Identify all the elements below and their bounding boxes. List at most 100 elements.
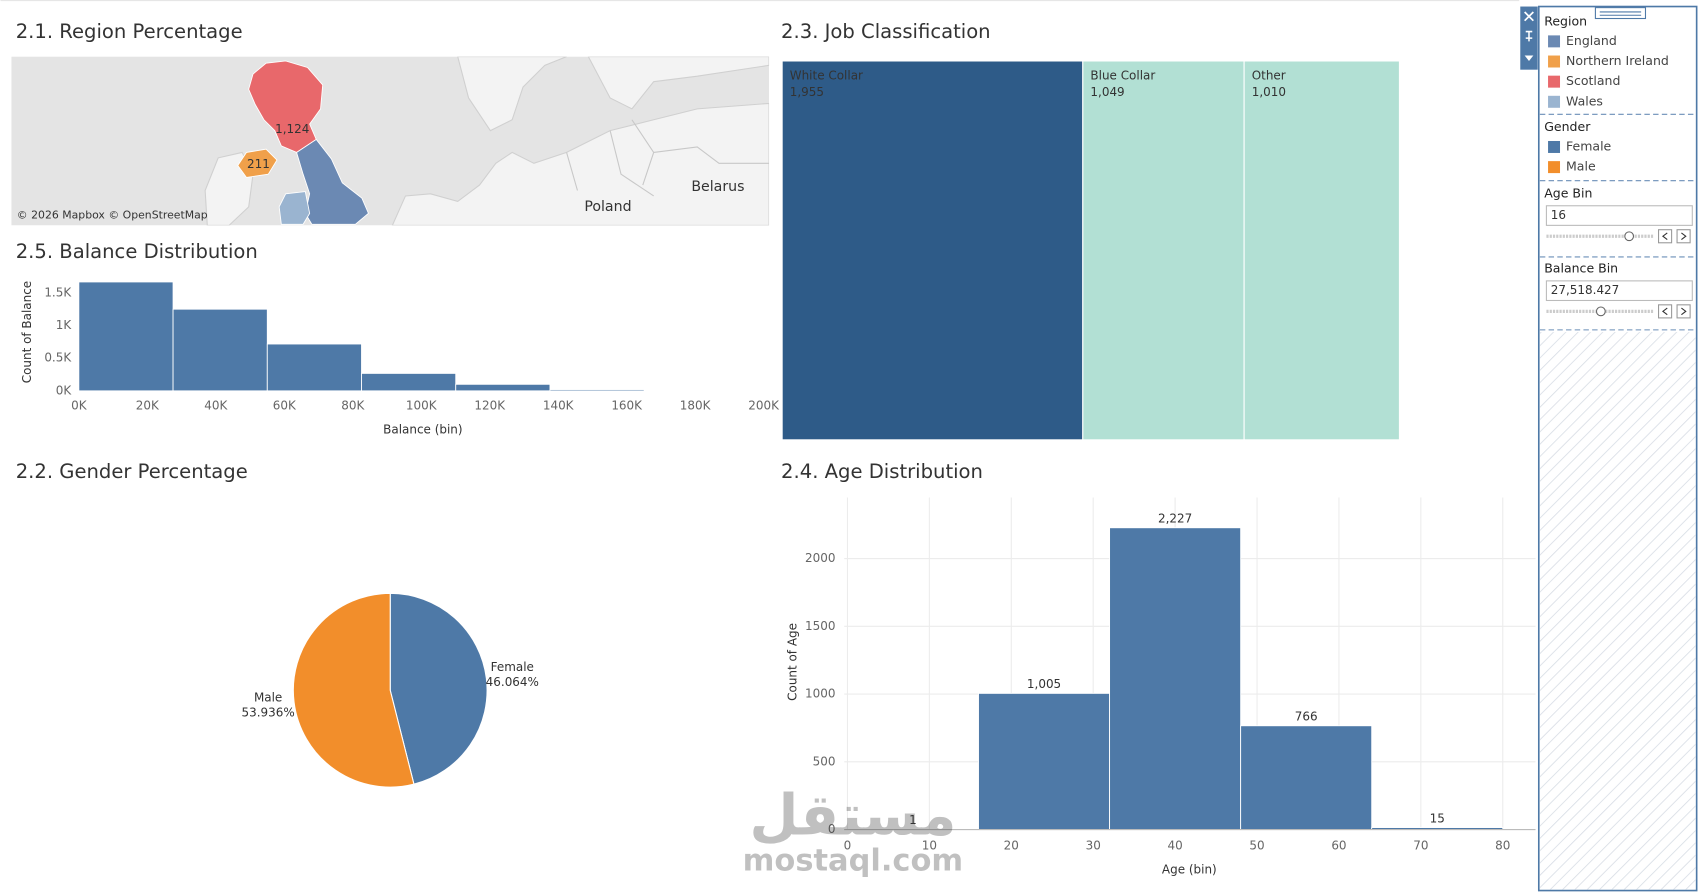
data-label: 211 <box>247 157 270 171</box>
legend-label: Wales <box>1566 93 1603 108</box>
slider-next[interactable] <box>1676 229 1691 244</box>
tile-value: 1,955 <box>790 85 824 99</box>
chart-title: 2.5. Balance Distribution <box>16 240 258 263</box>
tile-label: White Collar <box>790 69 863 83</box>
data-label: 15 <box>1430 811 1445 825</box>
tile-label: Other <box>1252 69 1286 83</box>
legend-label: Female <box>1566 138 1612 153</box>
legend-swatch <box>1546 94 1562 109</box>
balance-bin-input[interactable] <box>1545 280 1693 302</box>
legend-label: Northern Ireland <box>1566 53 1669 68</box>
age-bin-value[interactable]: 16 <box>1551 208 1566 222</box>
slider-thumb[interactable] <box>1595 306 1606 317</box>
x-tick-label: 40 <box>1167 838 1182 852</box>
map-land <box>391 102 770 226</box>
bar <box>78 281 174 392</box>
filter-title: Age Bin <box>1544 185 1592 200</box>
y-tick-label: 0K <box>56 383 73 397</box>
place-label: Poland <box>584 199 631 215</box>
balance-slider[interactable] <box>1546 304 1691 319</box>
legend-swatch <box>1546 139 1562 155</box>
panel-grip[interactable] <box>1594 7 1647 20</box>
tile-value: 1,010 <box>1252 85 1286 99</box>
region <box>278 191 311 225</box>
y-tick-label: 1.5K <box>44 285 72 299</box>
slider-prev[interactable] <box>1658 304 1673 319</box>
bar <box>1240 725 1373 831</box>
close-icon[interactable] <box>1524 11 1534 22</box>
pie-slice <box>389 592 488 785</box>
arrow <box>1681 307 1687 316</box>
x-tick-label: 50 <box>1249 838 1264 852</box>
x-tick-label: 100K <box>406 399 438 413</box>
x-tick-label: 0K <box>71 399 88 413</box>
x-tick-label: 140K <box>543 399 575 413</box>
chart-title: 2.3. Job Classification <box>781 20 991 43</box>
legend-title: Gender <box>1544 119 1591 134</box>
axis-title: Count of Balance <box>20 281 34 383</box>
bar <box>549 389 645 392</box>
x-tick-label: 20 <box>1004 838 1019 852</box>
x-tick-label: 180K <box>680 399 712 413</box>
legend-label: Scotland <box>1566 73 1620 88</box>
filter-title: Balance Bin <box>1544 260 1618 275</box>
data-label: 1,005 <box>1027 677 1061 691</box>
x-tick-label: 10 <box>922 838 937 852</box>
x-tick-label: 160K <box>611 399 643 413</box>
age-slider[interactable] <box>1546 229 1691 244</box>
slider-next[interactable] <box>1676 304 1691 319</box>
region <box>296 138 369 225</box>
pin-icon[interactable] <box>1525 30 1533 42</box>
x-tick-label: 80K <box>341 399 365 413</box>
tile <box>1243 60 1400 441</box>
y-tick-label: 0.5K <box>44 351 72 365</box>
tile-value: 1,049 <box>1090 85 1124 99</box>
chart-title: 2.4. Age Distribution <box>781 460 983 483</box>
x-tick-label: 200K <box>748 399 780 413</box>
legend-label: England <box>1566 33 1617 48</box>
axis-title: Age (bin) <box>1162 862 1217 876</box>
legend-label: Male <box>1566 159 1596 174</box>
pie-value: 46.064% <box>486 675 539 689</box>
legend-swatch <box>1546 54 1562 69</box>
map-borders <box>566 119 770 197</box>
balance-bin-value[interactable]: 27,518.427 <box>1551 283 1620 297</box>
arrow <box>1661 307 1668 316</box>
pie-value: 53.936% <box>241 706 294 720</box>
bar <box>978 692 1111 831</box>
legend-title: Region <box>1544 13 1587 28</box>
bar <box>266 343 362 392</box>
panel-grip-lines <box>1599 11 1642 16</box>
age-bin-input[interactable] <box>1545 205 1693 226</box>
watermark: مستقل <box>749 782 956 848</box>
data-label: 2,227 <box>1158 512 1192 526</box>
pie-label: Female <box>491 660 534 674</box>
x-tick-label: 60K <box>273 399 297 413</box>
x-tick-label: 40K <box>204 399 228 413</box>
place-label: Belarus <box>691 179 744 195</box>
slider-prev[interactable] <box>1658 229 1673 244</box>
y-tick-label: 500 <box>813 754 836 768</box>
y-tick-label: 1000 <box>805 687 835 701</box>
x-tick-label: 0 <box>844 838 852 852</box>
tile-label: Blue Collar <box>1090 69 1155 83</box>
attribution: © 2026 Mapbox © OpenStreetMap <box>17 209 208 222</box>
region <box>237 148 278 178</box>
menu-icon[interactable] <box>1524 55 1534 61</box>
axis-title: Balance (bin) <box>383 423 462 437</box>
region <box>248 60 324 153</box>
arrow <box>1681 232 1687 240</box>
x-tick-label: 30 <box>1086 838 1101 852</box>
pie-slice <box>292 592 415 788</box>
slider-thumb[interactable] <box>1624 231 1635 242</box>
x-tick-label: 70 <box>1413 838 1428 852</box>
map-land <box>587 56 770 110</box>
tile <box>1082 60 1245 441</box>
y-tick-label: 1500 <box>805 619 835 633</box>
bar <box>1109 527 1242 831</box>
bar <box>172 308 268 392</box>
data-label: 766 <box>1295 710 1318 724</box>
tile <box>781 60 1084 441</box>
